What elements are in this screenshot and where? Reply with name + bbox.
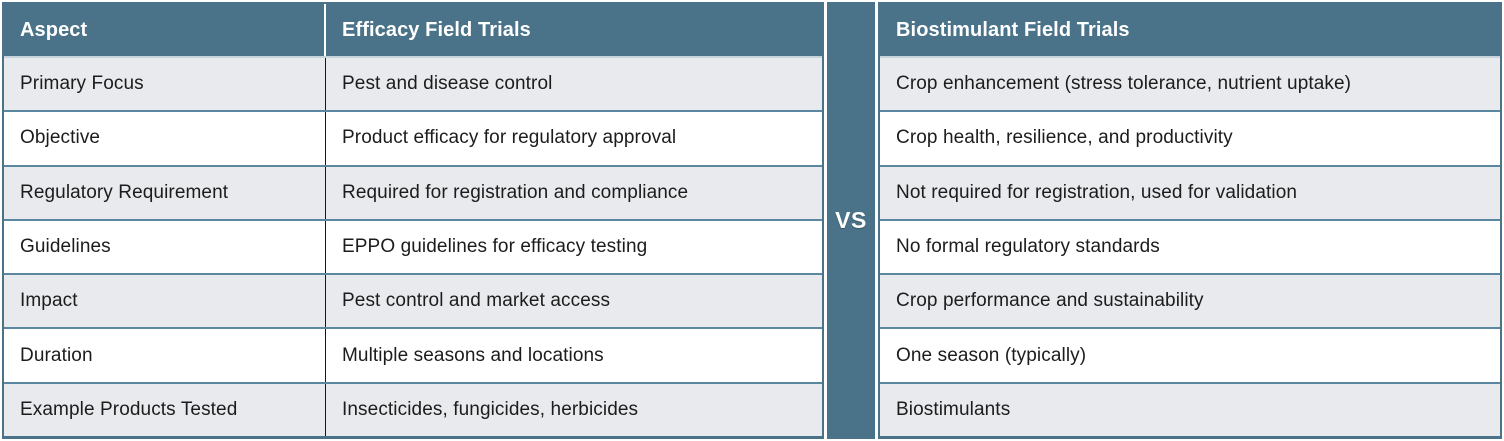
biostimulant-cell: Crop enhancement (stress tolerance, nutr…	[896, 73, 1352, 95]
biostimulant-cell: Crop performance and sustainability	[896, 290, 1204, 312]
table-row: Crop enhancement (stress tolerance, nutr…	[880, 56, 1500, 111]
aspect-cell: Impact	[4, 275, 326, 328]
table-row: Crop performance and sustainability	[880, 273, 1500, 328]
aspect-cell: Duration	[4, 329, 326, 382]
table-row: Primary Focus Pest and disease control	[4, 56, 822, 111]
biostimulant-cell: Not required for registration, used for …	[896, 181, 1298, 203]
table-row: Not required for registration, used for …	[880, 164, 1500, 219]
aspect-cell: Guidelines	[4, 220, 326, 274]
table-row: Biostimulants	[880, 381, 1500, 436]
table-header-row: Biostimulant Field Trials	[880, 4, 1500, 56]
efficacy-table: Aspect Efficacy Field Trials Primary Foc…	[2, 2, 824, 439]
table-row: Objective Product efficacy for regulator…	[4, 110, 822, 165]
table-row: One season (typically)	[880, 327, 1500, 382]
vs-divider-band: VS	[827, 2, 875, 439]
aspect-header: Aspect	[4, 4, 326, 56]
efficacy-cell: Required for registration and compliance	[342, 181, 689, 203]
efficacy-cell: EPPO guidelines for efficacy testing	[342, 235, 648, 257]
aspect-cell: Example Products Tested	[4, 383, 326, 436]
table-header-row: Aspect Efficacy Field Trials	[4, 4, 822, 56]
table-row: Crop health, resilience, and productivit…	[880, 110, 1500, 165]
table-row: Duration Multiple seasons and locations	[4, 327, 822, 382]
aspect-cell: Primary Focus	[4, 58, 326, 111]
biostimulant-cell: No formal regulatory standards	[896, 235, 1160, 257]
table-row: No formal regulatory standards	[880, 218, 1500, 274]
efficacy-cell: Multiple seasons and locations	[342, 344, 604, 366]
biostimulant-cell: One season (typically)	[896, 344, 1087, 366]
efficacy-header: Efficacy Field Trials	[342, 18, 531, 41]
table-row: Example Products Tested Insecticides, fu…	[4, 381, 822, 436]
efficacy-cell: Product efficacy for regulatory approval	[342, 127, 677, 149]
biostimulant-cell: Biostimulants	[896, 398, 1011, 420]
table-row: Impact Pest control and market access	[4, 273, 822, 328]
efficacy-cell: Pest control and market access	[342, 290, 611, 312]
table-row: Guidelines EPPO guidelines for efficacy …	[4, 218, 822, 274]
efficacy-cell: Insecticides, fungicides, herbicides	[342, 398, 639, 420]
biostimulant-cell: Crop health, resilience, and productivit…	[896, 127, 1233, 149]
table-row: Regulatory Requirement Required for regi…	[4, 164, 822, 219]
vs-label: VS	[835, 207, 867, 233]
biostimulant-header: Biostimulant Field Trials	[896, 18, 1130, 41]
efficacy-cell: Pest and disease control	[342, 73, 553, 95]
aspect-cell: Objective	[4, 112, 326, 165]
aspect-cell: Regulatory Requirement	[4, 166, 326, 219]
biostimulant-table: Biostimulant Field Trials Crop enhanceme…	[878, 2, 1502, 439]
